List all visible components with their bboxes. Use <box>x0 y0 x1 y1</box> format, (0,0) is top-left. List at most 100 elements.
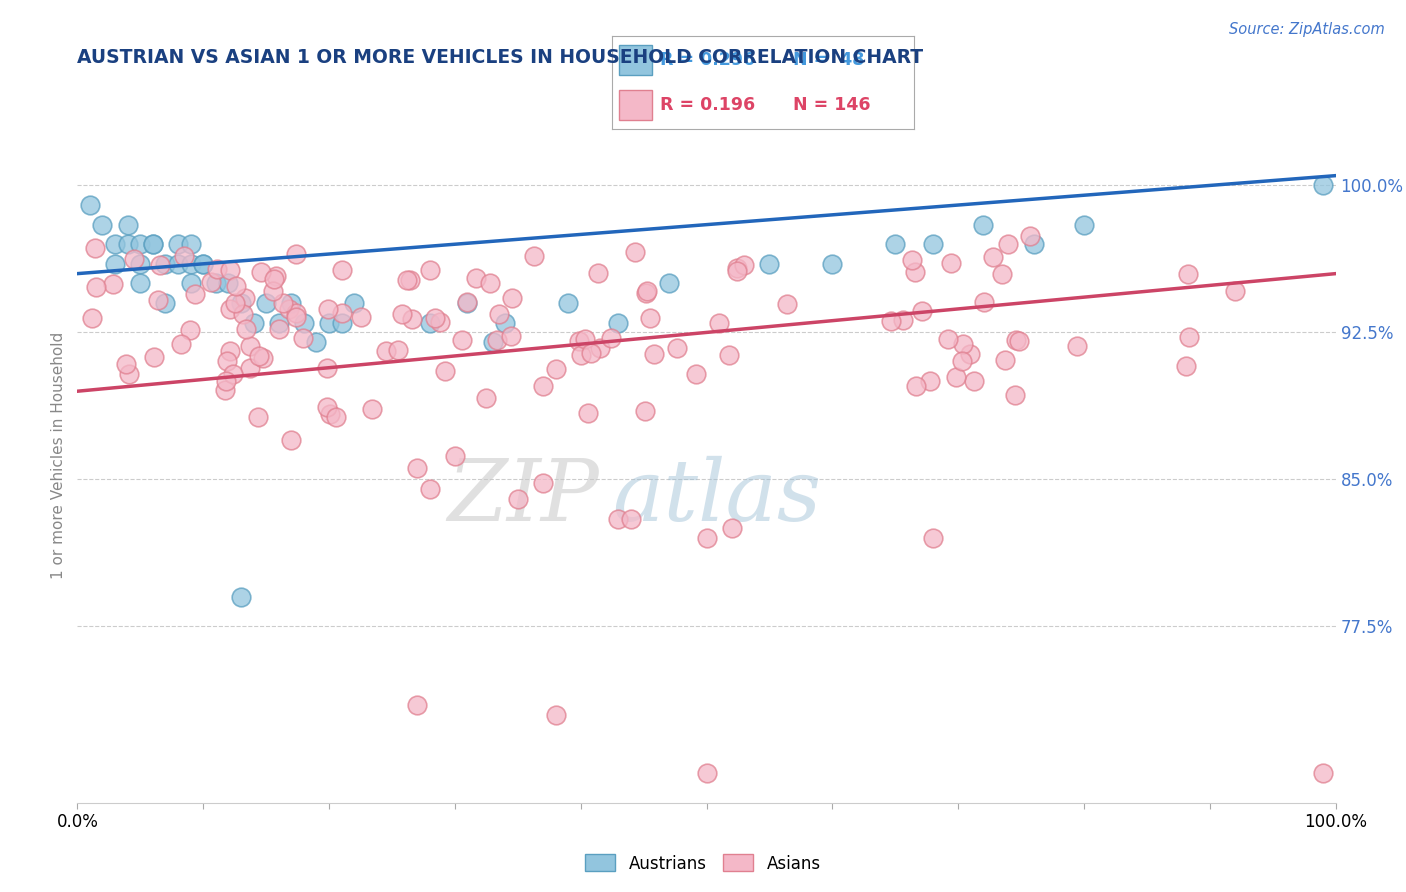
Point <box>1223 284 1246 298</box>
Point <box>280 296 302 310</box>
Point <box>267 322 290 336</box>
Point <box>191 257 215 271</box>
Point <box>180 277 202 291</box>
Point <box>1178 330 1201 344</box>
Point <box>401 312 423 326</box>
Point <box>607 316 630 330</box>
Point <box>280 434 302 448</box>
Point <box>434 364 457 378</box>
Point <box>254 296 277 310</box>
Point <box>451 333 474 347</box>
Bar <box>619 45 652 75</box>
Point <box>330 305 353 319</box>
Point <box>271 295 294 310</box>
Point <box>191 257 215 271</box>
Point <box>531 378 554 392</box>
Point <box>718 348 741 362</box>
Point <box>973 294 995 309</box>
Point <box>148 258 170 272</box>
Point <box>640 311 662 326</box>
Point <box>920 375 942 389</box>
Point <box>80 311 103 326</box>
Point <box>576 407 599 421</box>
Point <box>900 252 922 267</box>
Point <box>1018 229 1040 244</box>
Point <box>936 333 959 347</box>
Point <box>115 357 138 371</box>
Point <box>146 293 169 307</box>
Point <box>696 531 718 545</box>
Text: Source: ZipAtlas.com: Source: ZipAtlas.com <box>1229 22 1385 37</box>
Point <box>419 482 441 496</box>
Point <box>232 307 254 321</box>
Point <box>217 354 239 368</box>
Point <box>501 329 523 343</box>
Point <box>494 316 516 330</box>
Text: atlas: atlas <box>612 455 821 538</box>
Point <box>84 241 107 255</box>
Text: AUSTRIAN VS ASIAN 1 OR MORE VEHICLES IN HOUSEHOLD CORRELATION CHART: AUSTRIAN VS ASIAN 1 OR MORE VEHICLES IN … <box>77 48 924 67</box>
Point <box>891 313 914 327</box>
Point <box>387 343 409 357</box>
Point <box>142 237 165 252</box>
Point <box>981 250 1004 264</box>
Point <box>350 310 373 325</box>
Point <box>167 237 190 252</box>
Point <box>173 249 195 263</box>
Point <box>636 285 658 299</box>
Point <box>155 296 177 310</box>
Point <box>399 273 422 287</box>
Point <box>291 331 314 345</box>
Point <box>396 273 419 287</box>
Point <box>531 476 554 491</box>
Point <box>884 237 907 252</box>
Point <box>217 277 239 291</box>
Point <box>501 292 523 306</box>
Point <box>207 262 229 277</box>
Point <box>170 337 193 351</box>
Point <box>224 296 246 310</box>
Point <box>546 362 568 376</box>
Point <box>600 331 623 345</box>
Point <box>167 257 190 271</box>
Point <box>104 237 127 252</box>
Point <box>277 302 299 317</box>
Point <box>250 265 273 279</box>
Point <box>1022 237 1045 252</box>
Point <box>104 257 127 271</box>
Point <box>952 337 974 351</box>
Point <box>215 374 238 388</box>
Point <box>589 341 612 355</box>
Point <box>330 316 353 330</box>
Point <box>117 218 139 232</box>
Point <box>419 263 441 277</box>
Point <box>180 237 202 252</box>
Point <box>235 322 257 336</box>
Point <box>239 339 262 353</box>
Point <box>568 334 591 348</box>
Point <box>904 265 927 279</box>
Point <box>247 349 270 363</box>
Point <box>725 264 748 278</box>
Y-axis label: 1 or more Vehicles in Household: 1 or more Vehicles in Household <box>51 331 66 579</box>
Point <box>636 285 658 300</box>
Point <box>707 316 730 330</box>
Point <box>330 263 353 277</box>
Point <box>122 252 145 266</box>
Point <box>263 272 285 286</box>
Point <box>343 296 366 310</box>
Point <box>101 277 124 291</box>
Point <box>129 257 152 271</box>
Point <box>922 237 945 252</box>
Point <box>574 332 596 346</box>
Point <box>284 310 307 325</box>
Point <box>506 491 529 506</box>
Point <box>1073 218 1095 232</box>
Point <box>316 400 339 414</box>
Point <box>1312 766 1334 780</box>
Point <box>481 335 503 350</box>
Point <box>994 353 1017 368</box>
Point <box>142 350 165 364</box>
Point <box>658 277 681 291</box>
Point <box>880 314 903 328</box>
